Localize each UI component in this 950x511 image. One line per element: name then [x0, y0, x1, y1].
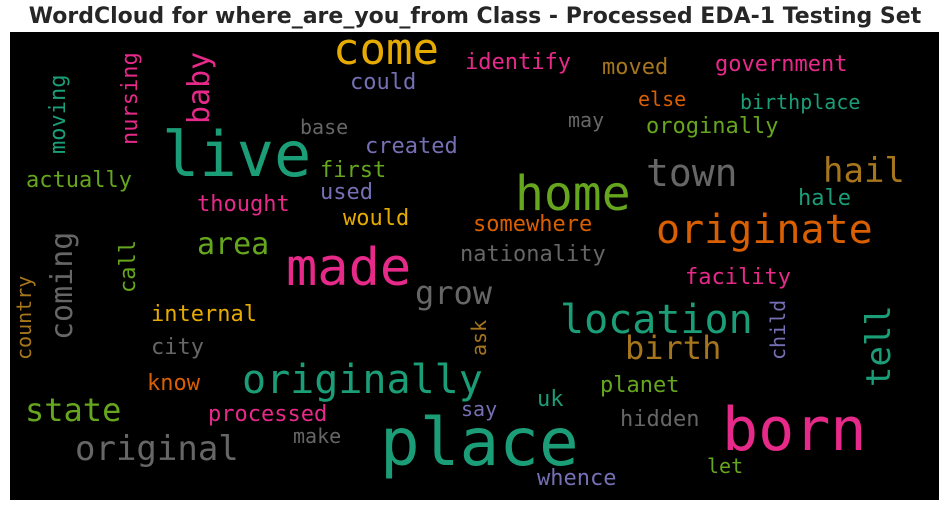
word-processed: processed — [208, 402, 328, 427]
word-say: say — [461, 397, 498, 421]
word-whence: whence — [537, 466, 617, 491]
word-birthplace: birthplace — [740, 90, 861, 114]
word-original: original — [75, 429, 239, 469]
word-hidden: hidden — [620, 407, 700, 432]
word-town: town — [646, 151, 738, 195]
word-state: state — [25, 391, 122, 429]
word-location: location — [560, 297, 753, 343]
word-planet: planet — [600, 373, 680, 398]
word-call: call — [116, 240, 141, 293]
word-created: created — [365, 134, 458, 159]
word-would: would — [343, 206, 410, 231]
word-facility: facility — [685, 265, 791, 290]
word-used: used — [320, 180, 373, 205]
word-make: make — [293, 424, 342, 448]
word-cloud-canvas: come live home town hail originate made locatio… — [10, 32, 939, 500]
word-know: know — [147, 371, 200, 396]
word-country: country — [12, 275, 36, 360]
word-hail: hail — [823, 151, 905, 191]
word-hale: hale — [798, 186, 851, 211]
word-born: born — [722, 395, 867, 465]
word-oroginally: oroginally — [646, 114, 779, 139]
word-area: area — [197, 227, 270, 262]
word-come: come — [333, 32, 439, 75]
word-moved: moved — [602, 55, 669, 80]
word-grow: grow — [415, 274, 493, 312]
word-originally: originally — [242, 357, 483, 403]
word-thought: thought — [197, 192, 290, 217]
word-nationality: nationality — [460, 242, 606, 267]
word-else: else — [638, 87, 687, 111]
word-base: base — [300, 115, 349, 139]
word-ask: ask — [467, 319, 491, 356]
word-birth: birth — [625, 329, 722, 367]
word-live: live — [162, 118, 312, 191]
word-identify: identify — [465, 50, 571, 75]
word-tell: tell — [859, 305, 899, 387]
word-home: home — [515, 166, 631, 222]
word-uk: uk — [537, 387, 564, 412]
word-moving: moving — [46, 74, 71, 154]
word-internal: internal — [151, 302, 257, 327]
word-originate: originate — [656, 207, 873, 253]
word-coming: coming — [45, 231, 80, 340]
word-nursing: nursing — [118, 52, 143, 145]
word-first: first — [320, 158, 387, 183]
word-baby: baby — [182, 51, 217, 124]
word-child: child — [766, 299, 790, 360]
word-let: let — [707, 454, 744, 478]
word-government: government — [715, 52, 848, 77]
word-may: may — [568, 108, 605, 132]
word-somewhere: somewhere — [473, 212, 593, 237]
word-city: city — [151, 335, 204, 360]
chart-title: WordCloud for where_are_you_from Class -… — [28, 4, 922, 29]
word-could: could — [350, 70, 417, 95]
word-actually: actually — [26, 168, 132, 193]
word-place: place — [380, 404, 579, 481]
word-made: made — [286, 238, 412, 298]
